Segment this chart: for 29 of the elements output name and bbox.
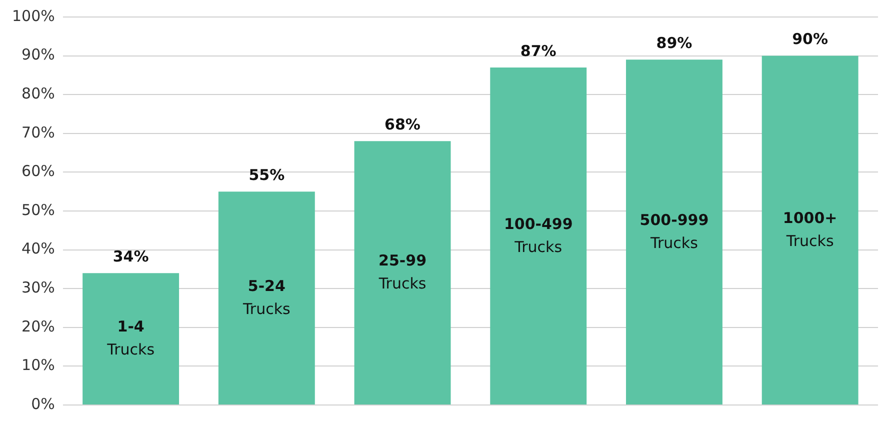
bar bbox=[82, 273, 180, 404]
x-tick-label: 500-999 Trucks bbox=[640, 210, 709, 252]
data-label: 87% bbox=[520, 42, 556, 60]
x-tick-label: 5-24 Trucks bbox=[242, 276, 291, 318]
x-tick-label: 100-499 Trucks bbox=[504, 214, 573, 256]
data-label: 55% bbox=[248, 166, 285, 184]
x-tick-label: 1-4 Trucks bbox=[106, 318, 155, 359]
y-tick-label: 100% bbox=[12, 6, 55, 25]
data-label: 89% bbox=[656, 34, 692, 52]
data-label: 34% bbox=[112, 247, 149, 266]
y-tick-label: 70% bbox=[22, 123, 55, 142]
bar bbox=[626, 60, 722, 404]
y-tick-label: 20% bbox=[22, 317, 55, 336]
bar bbox=[490, 67, 587, 404]
y-tick-label: 40% bbox=[22, 240, 55, 258]
data-label: 90% bbox=[792, 30, 828, 48]
y-tick-label: 0% bbox=[31, 394, 55, 413]
y-tick-label: 90% bbox=[22, 46, 55, 64]
y-tick-label: 80% bbox=[22, 84, 55, 102]
bar bbox=[218, 192, 315, 404]
data-label: 68% bbox=[384, 116, 420, 134]
y-tick-label: 60% bbox=[22, 162, 55, 180]
x-tick-label: 1000+ Trucks bbox=[782, 209, 838, 250]
bar bbox=[762, 56, 858, 404]
y-tick-label: 50% bbox=[22, 200, 55, 219]
y-tick-label: 10% bbox=[22, 356, 55, 374]
bar bbox=[354, 141, 451, 404]
y-tick-label: 30% bbox=[22, 278, 55, 296]
x-tick-label: 25-99 Trucks bbox=[378, 252, 427, 293]
